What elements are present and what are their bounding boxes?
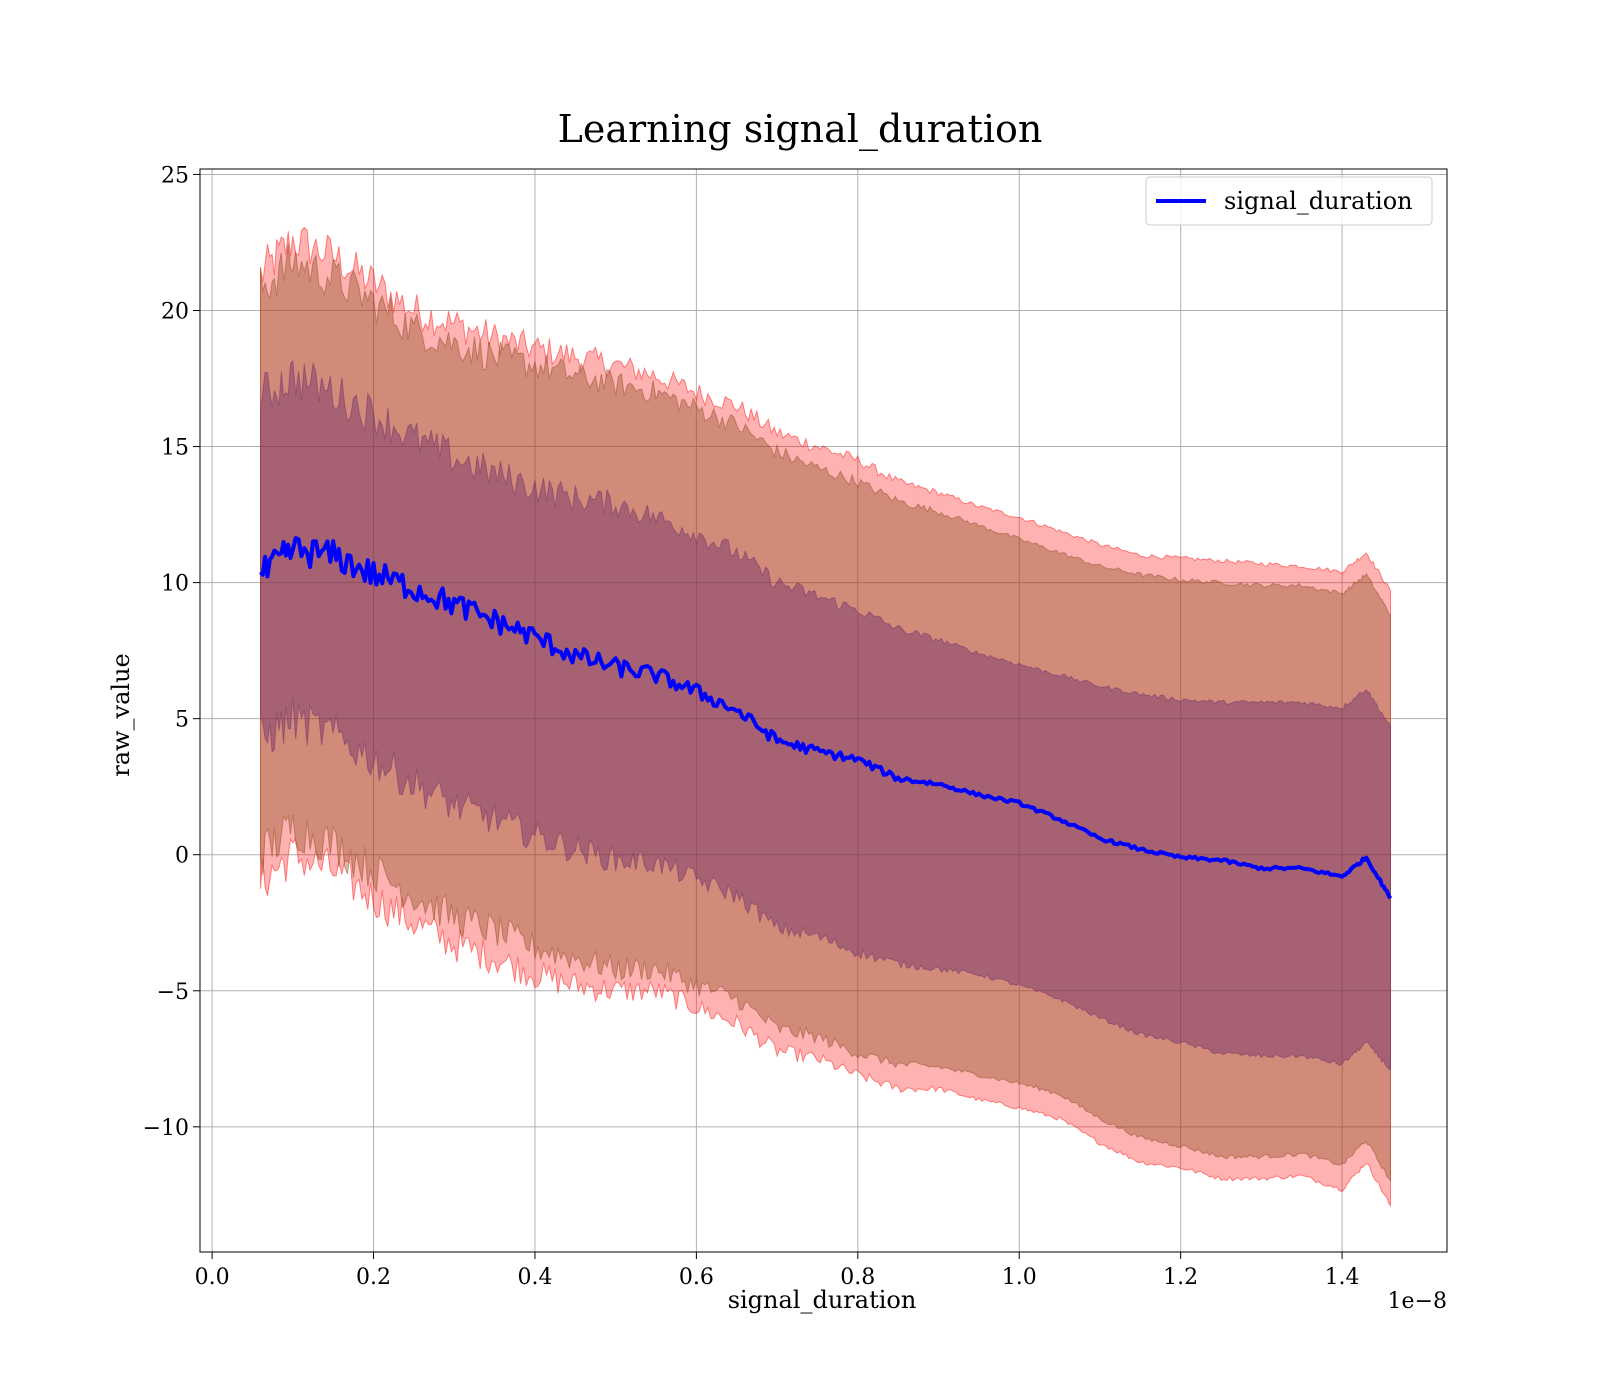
legend-entry-label: signal_duration xyxy=(1224,187,1413,215)
x-axis-offset-label: 1e−8 xyxy=(1388,1289,1447,1314)
y-tick-label: 0 xyxy=(175,844,189,869)
x-tick-label: 0.6 xyxy=(679,1265,714,1290)
y-axis-ticks: −10 −5 0 5 10 15 20 25 xyxy=(143,163,200,1141)
chart-title: Learning signal_duration xyxy=(558,107,1043,152)
y-tick-label: 25 xyxy=(161,163,189,188)
y-tick-label: 15 xyxy=(161,436,189,461)
y-tick-label: −5 xyxy=(157,980,189,1005)
plot-frame xyxy=(199,168,1448,1253)
x-tick-label: 1.0 xyxy=(1002,1265,1037,1290)
series-line xyxy=(259,536,1393,900)
x-tick-label: 0.4 xyxy=(517,1265,552,1290)
x-tick-label: 1.4 xyxy=(1325,1265,1360,1290)
legend-box xyxy=(1145,176,1433,226)
x-tick-label: 0.0 xyxy=(195,1265,230,1290)
x-axis-ticks: 0.0 0.2 0.4 0.6 0.8 1.0 1.2 1.4 xyxy=(195,1252,1360,1290)
y-tick-label: 20 xyxy=(161,299,189,324)
band-inner xyxy=(260,359,1391,1071)
x-tick-label: 1.2 xyxy=(1163,1265,1198,1290)
band-outer xyxy=(260,226,1391,1208)
y-axis-label: raw_value xyxy=(107,653,135,777)
legend: signal_duration xyxy=(1145,176,1433,226)
y-tick-label: 5 xyxy=(175,708,189,733)
x-tick-label: 0.8 xyxy=(840,1265,875,1290)
x-axis-label: signal_duration xyxy=(728,1286,917,1314)
x-tick-label: 0.2 xyxy=(356,1265,391,1290)
band-middle xyxy=(260,243,1391,1182)
y-tick-label: 10 xyxy=(161,572,189,597)
confidence-bands xyxy=(260,226,1391,1208)
series-lines xyxy=(259,536,1393,900)
y-tick-label: −10 xyxy=(143,1116,189,1141)
grid-lines xyxy=(200,169,1447,1252)
